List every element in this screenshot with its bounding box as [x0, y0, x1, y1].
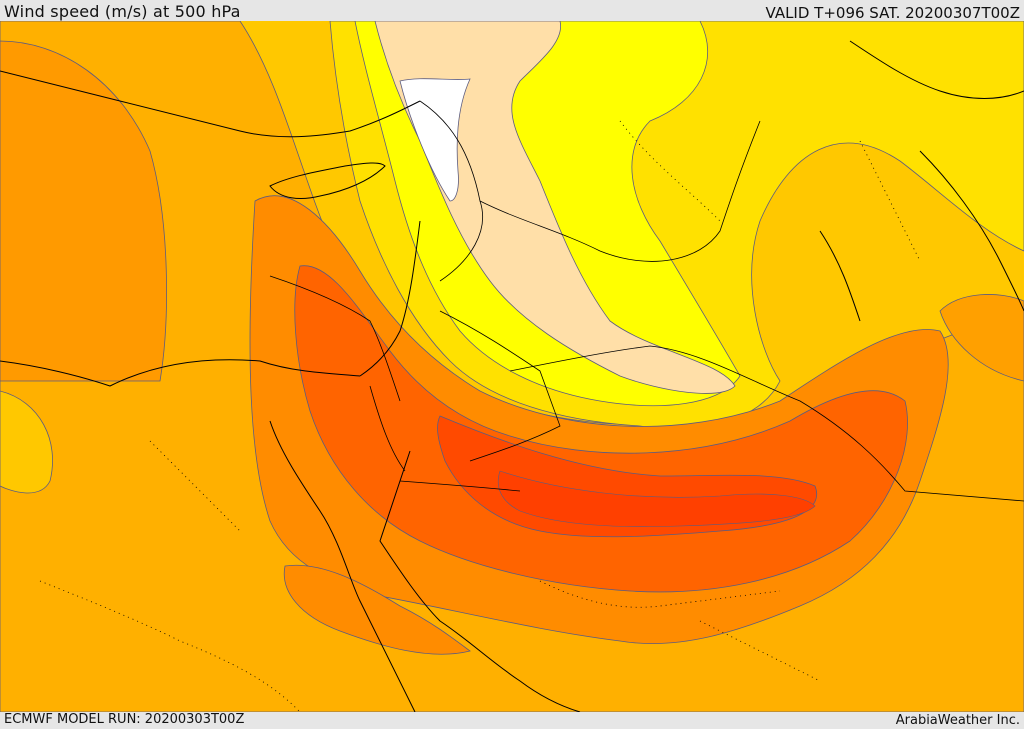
country-borders	[269, 100, 1024, 502]
footer-bar: ECMWF MODEL RUN: 20200303T00Z ArabiaWeat…	[0, 712, 1024, 729]
header-bar: Wind speed (m/s) at 500 hPa VALID T+096 …	[0, 0, 1024, 22]
credit-label: ArabiaWeather Inc.	[895, 713, 1020, 728]
wind-speed-map	[0, 21, 1024, 712]
coastlines	[0, 40, 1024, 712]
map-panel	[0, 21, 1024, 712]
map-title: Wind speed (m/s) at 500 hPa	[4, 2, 241, 21]
contour-band-gold-west	[0, 390, 53, 494]
contour-band-orange-sw	[283, 564, 471, 655]
contour-band-max	[497, 470, 816, 527]
contour-band-min	[399, 78, 471, 202]
model-run-label: ECMWF MODEL RUN: 20200303T00Z	[4, 712, 245, 727]
contour-band-orange-nw	[0, 40, 167, 382]
valid-time-label: VALID T+096 SAT. 20200307T00Z	[765, 4, 1020, 22]
contour-band-pale	[374, 21, 736, 394]
contour-band-orange-east	[939, 294, 1024, 382]
